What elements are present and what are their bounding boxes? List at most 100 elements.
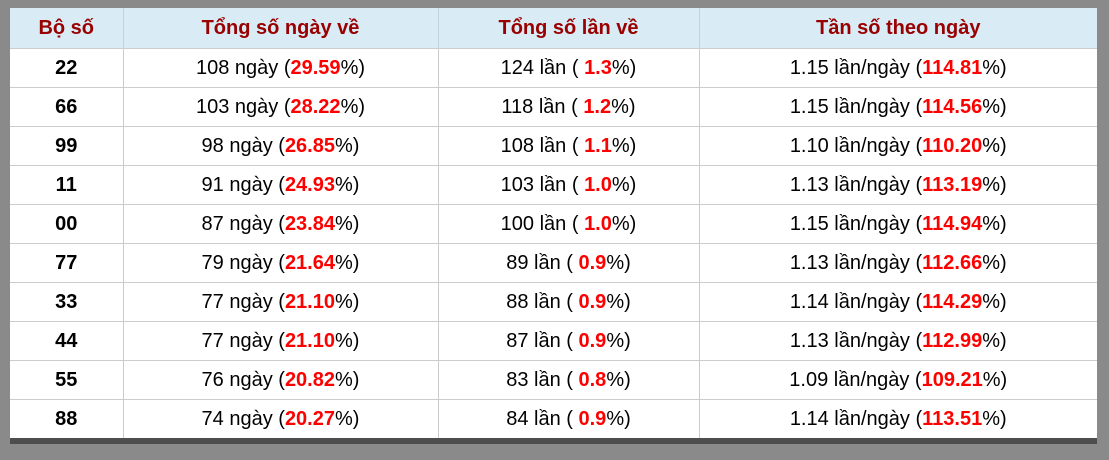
frequency-percent: 113.51: [922, 407, 983, 430]
days-text: 77 ngày (: [201, 290, 285, 313]
cell-frequency: 1.13 lần/ngày (112.66%): [698, 243, 1097, 283]
cell-number-pair: 99: [10, 126, 123, 166]
table-row: 66 103 ngày (28.22%) 118 lần ( 1.2%) 1.1…: [10, 87, 1097, 127]
frequency-percent: 110.20: [922, 134, 983, 157]
times-percent: 1.0: [584, 212, 612, 235]
cell-frequency: 1.09 lần/ngày (109.21%): [698, 360, 1097, 400]
days-text: 79 ngày (: [201, 251, 285, 274]
cell-total-times: 108 lần ( 1.1%): [437, 126, 699, 166]
times-text: 103 lần (: [500, 173, 585, 196]
cell-total-days: 77 ngày (21.10%): [122, 321, 438, 361]
close-paren: %): [606, 251, 631, 274]
frequency-text: 1.09 lần/ngày (: [789, 368, 922, 391]
number-pair-value: 11: [55, 173, 77, 196]
table-row: 33 77 ngày (21.10%) 88 lần ( 0.9%) 1.14 …: [10, 282, 1097, 322]
times-text: 100 lần (: [500, 212, 585, 235]
close-paren: %): [335, 290, 360, 313]
days-percent: 21.10: [284, 290, 335, 313]
cell-total-times: 124 lần ( 1.3%): [437, 48, 699, 88]
table-row: 88 74 ngày (20.27%) 84 lần ( 0.9%) 1.14 …: [10, 399, 1097, 441]
cell-total-times: 100 lần ( 1.0%): [437, 204, 699, 244]
close-paren: %): [340, 95, 366, 118]
close-paren: %): [982, 56, 1007, 79]
close-paren: %): [982, 134, 1007, 157]
close-paren: %): [335, 368, 360, 391]
close-paren: %): [335, 212, 360, 235]
column-header-tan-so-theo-ngay: Tần số theo ngày: [698, 8, 1097, 49]
table-row: 00 87 ngày (23.84%) 100 lần ( 1.0%) 1.15…: [10, 204, 1097, 244]
frequency-text: 1.15 lần/ngày (: [789, 56, 923, 79]
table-frame: Bộ số Tổng số ngày về Tổng số lần về Tần…: [10, 8, 1097, 444]
times-percent: 1.0: [584, 173, 612, 196]
table-header: Bộ số Tổng số ngày về Tổng số lần về Tần…: [10, 8, 1097, 49]
cell-total-times: 87 lần ( 0.9%): [437, 321, 699, 361]
days-text: 98 ngày (: [201, 134, 285, 157]
number-pair-value: 55: [55, 368, 78, 391]
frequency-text: 1.15 lần/ngày (: [789, 212, 923, 235]
days-percent: 20.82: [284, 368, 335, 391]
frequency-text: 1.13 lần/ngày (: [789, 173, 923, 196]
times-text: 84 lần (: [506, 407, 579, 430]
cell-number-pair: 66: [10, 87, 123, 127]
cell-number-pair: 77: [10, 243, 123, 283]
number-pair-value: 44: [55, 329, 78, 352]
cell-total-days: 87 ngày (23.84%): [122, 204, 438, 244]
close-paren: %): [611, 173, 637, 196]
column-header-bo-so: Bộ số: [10, 8, 123, 49]
close-paren: %): [611, 212, 637, 235]
frequency-text: 1.10 lần/ngày (: [789, 134, 923, 157]
frequency-text: 1.14 lần/ngày (: [789, 290, 923, 313]
days-text: 87 ngày (: [201, 212, 285, 235]
frequency-text: 1.13 lần/ngày (: [789, 329, 923, 352]
cell-total-times: 83 lần ( 0.8%): [437, 360, 699, 400]
days-percent: 21.64: [284, 251, 335, 274]
cell-total-days: 91 ngày (24.93%): [122, 165, 438, 205]
days-percent: 24.93: [284, 173, 335, 196]
cell-total-days: 77 ngày (21.10%): [122, 282, 438, 322]
close-paren: %): [982, 212, 1007, 235]
times-text: 118 lần (: [501, 95, 584, 118]
cell-frequency: 1.13 lần/ngày (113.19%): [698, 165, 1097, 205]
days-text: 108 ngày (: [195, 56, 291, 79]
close-paren: %): [982, 251, 1007, 274]
number-pair-value: 66: [55, 95, 78, 118]
close-paren: %): [340, 56, 366, 79]
cell-frequency: 1.15 lần/ngày (114.94%): [698, 204, 1097, 244]
cell-total-days: 74 ngày (20.27%): [122, 399, 438, 441]
cell-frequency: 1.14 lần/ngày (113.51%): [698, 399, 1097, 441]
close-paren: %): [611, 56, 637, 79]
frequency-text: 1.15 lần/ngày (: [789, 95, 923, 118]
column-header-tong-so-lan-ve: Tổng số lần về: [437, 8, 699, 49]
days-percent: 28.22: [290, 95, 341, 118]
cell-frequency: 1.15 lần/ngày (114.56%): [698, 87, 1097, 127]
times-text: 108 lần (: [500, 134, 585, 157]
cell-number-pair: 11: [10, 165, 123, 205]
frequency-percent: 112.99: [922, 329, 983, 352]
times-percent: 0.9: [578, 251, 607, 274]
cell-frequency: 1.15 lần/ngày (114.81%): [698, 48, 1097, 88]
close-paren: %): [335, 173, 360, 196]
close-paren: %): [606, 368, 631, 391]
cell-total-days: 108 ngày (29.59%): [122, 48, 438, 88]
frequency-percent: 114.94: [922, 212, 983, 235]
close-paren: %): [606, 329, 631, 352]
close-paren: %): [611, 134, 637, 157]
cell-number-pair: 44: [10, 321, 123, 361]
days-percent: 21.10: [284, 329, 335, 352]
frequency-percent: 113.19: [922, 173, 983, 196]
close-paren: %): [606, 290, 631, 313]
times-text: 87 lần (: [506, 329, 579, 352]
close-paren: %): [982, 290, 1007, 313]
column-header-tong-so-ngay-ve: Tổng số ngày về: [122, 8, 438, 49]
number-pair-value: 88: [55, 407, 78, 430]
number-pair-value: 00: [55, 212, 78, 235]
frequency-percent: 114.56: [922, 95, 983, 118]
times-text: 124 lần (: [500, 56, 585, 79]
cell-number-pair: 00: [10, 204, 123, 244]
times-percent: 0.8: [578, 368, 607, 391]
close-paren: %): [982, 95, 1007, 118]
close-paren: %): [335, 407, 360, 430]
close-paren: %): [982, 368, 1008, 391]
close-paren: %): [606, 407, 631, 430]
cell-number-pair: 22: [10, 48, 123, 88]
